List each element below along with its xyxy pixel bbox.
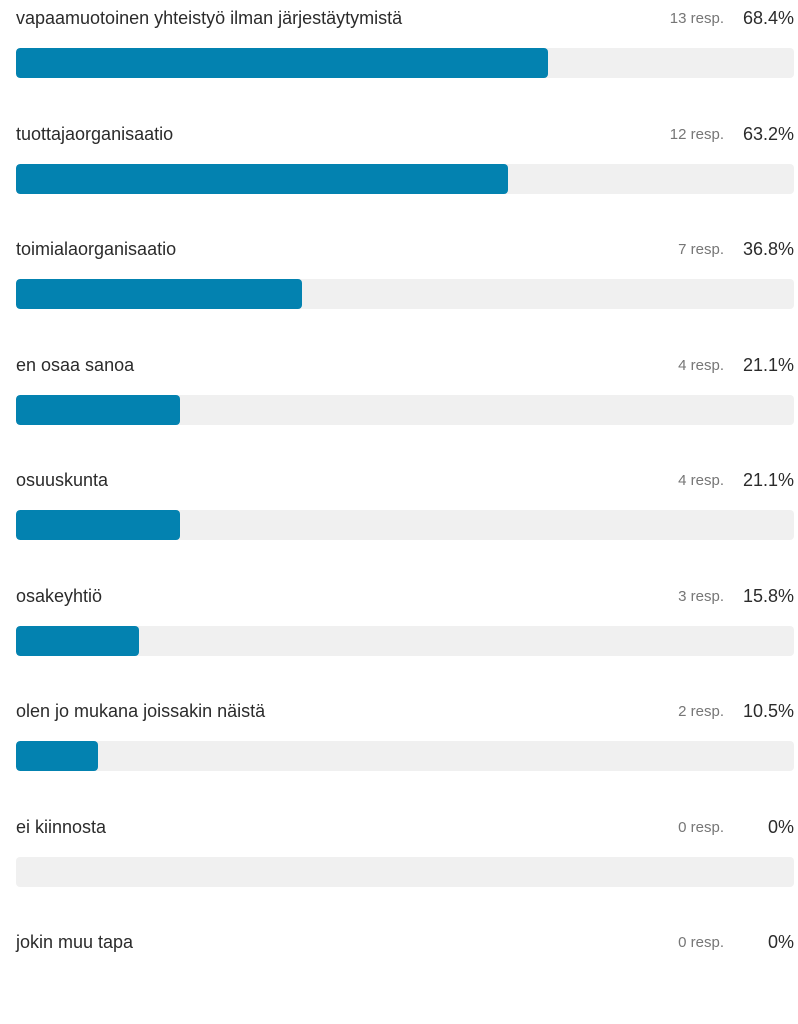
bar-track: [16, 510, 794, 540]
option-label: osuuskunta: [16, 470, 109, 490]
result-row: ei kiinnosta 0 resp. 0%: [0, 809, 798, 909]
percent-label: 0%: [767, 816, 794, 837]
bar-fill: [16, 48, 549, 78]
option-label: ei kiinnosta: [16, 816, 107, 837]
option-label: vapaamuotoinen yhteistyö ilman järjestäy…: [16, 8, 403, 28]
response-count: 12 resp.: [669, 125, 724, 143]
result-row: en osaa sanoa 4 resp. 21.1%: [0, 347, 798, 447]
bar-track: [16, 741, 794, 771]
percent-label: 68.4%: [742, 8, 794, 28]
response-count: 3 resp.: [678, 587, 724, 605]
response-count: 13 resp.: [669, 10, 724, 27]
option-label: toimialaorganisaatio: [16, 239, 177, 259]
option-label: en osaa sanoa: [16, 354, 135, 375]
result-row: toimialaorganisaatio 7 resp. 36.8%: [0, 231, 798, 331]
bar-track: [16, 625, 794, 656]
response-count: 4 resp.: [678, 356, 724, 374]
percent-label: 63.2%: [742, 123, 794, 144]
bar-fill: [16, 394, 181, 425]
bar-fill: [16, 625, 139, 656]
option-label: jokin muu tapa: [16, 932, 134, 952]
percent-label: 15.8%: [742, 585, 794, 606]
bar-track: [16, 856, 794, 887]
percent-label: 10.5%: [742, 701, 794, 721]
option-label: osakeyhtiö: [16, 585, 103, 606]
response-count: 0 resp.: [678, 934, 724, 951]
response-count: 7 resp.: [678, 241, 724, 258]
option-label: tuottajaorganisaatio: [16, 123, 174, 144]
percent-label: 21.1%: [742, 354, 794, 375]
bar-fill: [16, 510, 181, 540]
survey-results-chart: vapaamuotoinen yhteistyö ilman järjestäy…: [0, 0, 798, 952]
bar-track: [16, 279, 794, 309]
bar-fill: [16, 279, 303, 309]
response-count: 2 resp.: [678, 703, 724, 720]
bar-track: [16, 394, 794, 425]
bar-fill: [16, 741, 98, 771]
percent-label: 0%: [767, 932, 794, 952]
result-row: jokin muu tapa 0 resp. 0%: [0, 924, 798, 1024]
result-row: osakeyhtiö 3 resp. 15.8%: [0, 578, 798, 678]
bar-track: [16, 163, 794, 194]
response-count: 4 resp.: [678, 472, 724, 489]
bar-fill: [16, 163, 508, 194]
percent-label: 36.8%: [742, 239, 794, 259]
option-label: olen jo mukana joissakin näistä: [16, 701, 266, 721]
bar-track: [16, 48, 794, 78]
result-row: osuuskunta 4 resp. 21.1%: [0, 462, 798, 562]
response-count: 0 resp.: [678, 818, 724, 836]
result-row: tuottajaorganisaatio 12 resp. 63.2%: [0, 116, 798, 216]
result-row: olen jo mukana joissakin näistä 2 resp. 10…: [0, 693, 798, 793]
percent-label: 21.1%: [742, 470, 794, 490]
result-row: vapaamuotoinen yhteistyö ilman järjestäy…: [0, 0, 798, 100]
